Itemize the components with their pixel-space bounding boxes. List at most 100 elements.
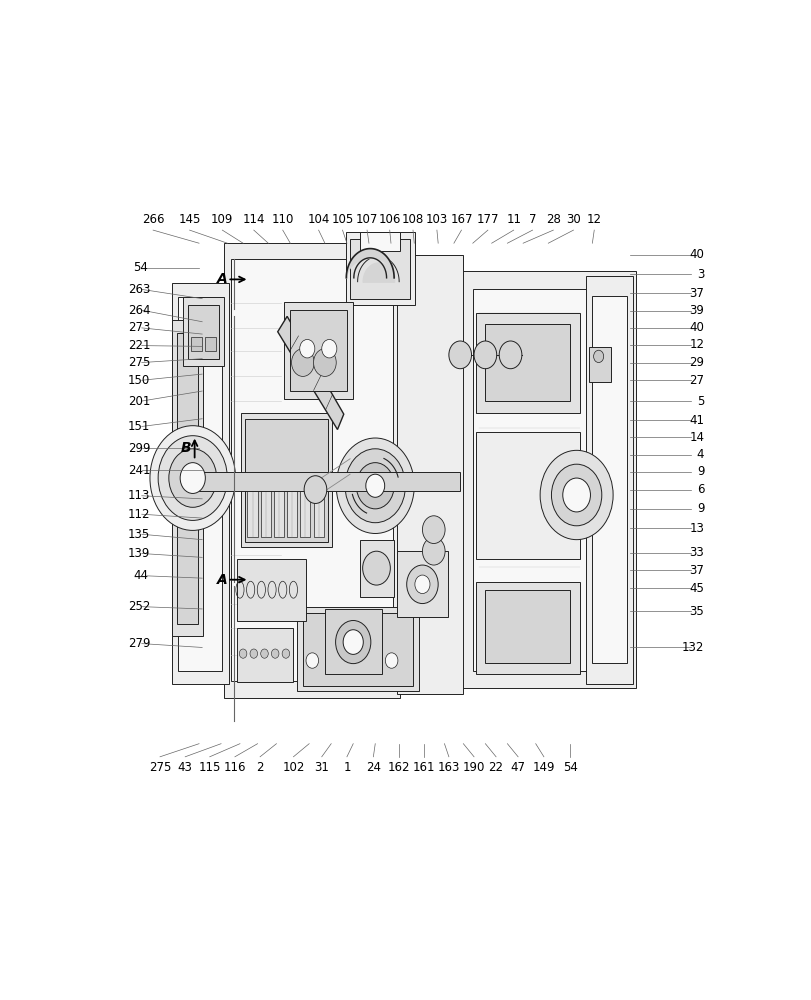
Text: 190: 190 bbox=[462, 761, 485, 774]
Bar bbox=[472, 289, 623, 671]
Bar bbox=[397, 551, 447, 617]
Text: 14: 14 bbox=[689, 431, 703, 444]
Bar bbox=[303, 613, 413, 686]
Polygon shape bbox=[277, 316, 343, 430]
Text: 104: 104 bbox=[307, 213, 329, 226]
Bar bbox=[273, 487, 284, 537]
Text: B: B bbox=[181, 441, 191, 455]
Circle shape bbox=[291, 349, 314, 376]
Text: A: A bbox=[217, 272, 227, 286]
Text: 7: 7 bbox=[528, 213, 535, 226]
Bar bbox=[589, 347, 611, 382]
Text: 163: 163 bbox=[437, 761, 460, 774]
Bar bbox=[199, 472, 460, 491]
Text: 22: 22 bbox=[488, 761, 503, 774]
Bar bbox=[313, 487, 324, 537]
Text: 105: 105 bbox=[331, 213, 354, 226]
Text: 112: 112 bbox=[128, 508, 150, 521]
Circle shape bbox=[356, 463, 393, 509]
Text: 24: 24 bbox=[366, 761, 380, 774]
Text: 279: 279 bbox=[128, 637, 150, 650]
Text: 27: 27 bbox=[689, 374, 703, 387]
Text: 149: 149 bbox=[532, 761, 555, 774]
Bar bbox=[485, 590, 569, 663]
Text: 132: 132 bbox=[681, 641, 703, 654]
Text: 109: 109 bbox=[211, 213, 234, 226]
Text: 110: 110 bbox=[271, 213, 294, 226]
Text: 299: 299 bbox=[128, 442, 150, 455]
Circle shape bbox=[562, 478, 590, 512]
Circle shape bbox=[363, 551, 390, 585]
Bar bbox=[290, 310, 346, 391]
Bar bbox=[172, 320, 204, 636]
Text: 107: 107 bbox=[355, 213, 378, 226]
Text: 116: 116 bbox=[223, 761, 246, 774]
Bar bbox=[237, 559, 306, 620]
Text: 12: 12 bbox=[586, 213, 601, 226]
Bar bbox=[359, 232, 400, 251]
Circle shape bbox=[158, 436, 227, 520]
Text: 33: 33 bbox=[689, 546, 703, 559]
Text: 167: 167 bbox=[449, 213, 472, 226]
Circle shape bbox=[335, 620, 371, 664]
Text: 41: 41 bbox=[689, 414, 703, 427]
Text: 37: 37 bbox=[689, 564, 703, 577]
Bar bbox=[284, 302, 353, 399]
Text: 139: 139 bbox=[128, 547, 150, 560]
Bar bbox=[183, 297, 224, 366]
Circle shape bbox=[169, 449, 217, 507]
Circle shape bbox=[250, 649, 257, 658]
Bar bbox=[457, 271, 636, 688]
Text: 30: 30 bbox=[565, 213, 580, 226]
Circle shape bbox=[539, 450, 612, 540]
Circle shape bbox=[385, 653, 397, 668]
Circle shape bbox=[260, 649, 268, 658]
Bar bbox=[178, 297, 222, 671]
Bar bbox=[230, 259, 393, 681]
Text: 108: 108 bbox=[401, 213, 423, 226]
Circle shape bbox=[593, 350, 603, 363]
Circle shape bbox=[358, 653, 371, 668]
Circle shape bbox=[150, 426, 235, 530]
Bar bbox=[296, 607, 418, 691]
Text: 161: 161 bbox=[413, 761, 435, 774]
Circle shape bbox=[343, 630, 363, 654]
Bar bbox=[345, 232, 414, 305]
Text: 54: 54 bbox=[133, 261, 148, 274]
Text: 40: 40 bbox=[689, 321, 703, 334]
Text: 273: 273 bbox=[128, 321, 150, 334]
Text: 102: 102 bbox=[282, 761, 304, 774]
Text: 221: 221 bbox=[128, 339, 150, 352]
Circle shape bbox=[551, 464, 601, 526]
Circle shape bbox=[304, 476, 326, 503]
Text: 54: 54 bbox=[562, 761, 577, 774]
Circle shape bbox=[422, 516, 444, 544]
Bar bbox=[592, 296, 626, 663]
Text: 135: 135 bbox=[128, 528, 150, 541]
Text: 45: 45 bbox=[689, 582, 703, 595]
Bar bbox=[260, 487, 270, 537]
Text: 9: 9 bbox=[696, 502, 703, 515]
Bar bbox=[177, 333, 198, 624]
Circle shape bbox=[448, 341, 471, 369]
Circle shape bbox=[406, 565, 438, 604]
Bar bbox=[247, 487, 257, 537]
Circle shape bbox=[299, 339, 315, 358]
Text: 106: 106 bbox=[378, 213, 401, 226]
Text: 6: 6 bbox=[696, 483, 703, 496]
Text: 40: 40 bbox=[689, 248, 703, 261]
Circle shape bbox=[414, 575, 430, 594]
Text: 1: 1 bbox=[343, 761, 350, 774]
Text: 113: 113 bbox=[128, 489, 150, 502]
Text: 150: 150 bbox=[128, 374, 150, 387]
Text: 145: 145 bbox=[178, 213, 200, 226]
Text: 29: 29 bbox=[689, 356, 703, 369]
Circle shape bbox=[271, 649, 279, 658]
Text: 4: 4 bbox=[696, 448, 703, 461]
Bar bbox=[475, 312, 579, 413]
Text: 103: 103 bbox=[425, 213, 448, 226]
Circle shape bbox=[336, 438, 414, 533]
Circle shape bbox=[321, 339, 337, 358]
Bar bbox=[397, 255, 463, 694]
Circle shape bbox=[332, 653, 345, 668]
